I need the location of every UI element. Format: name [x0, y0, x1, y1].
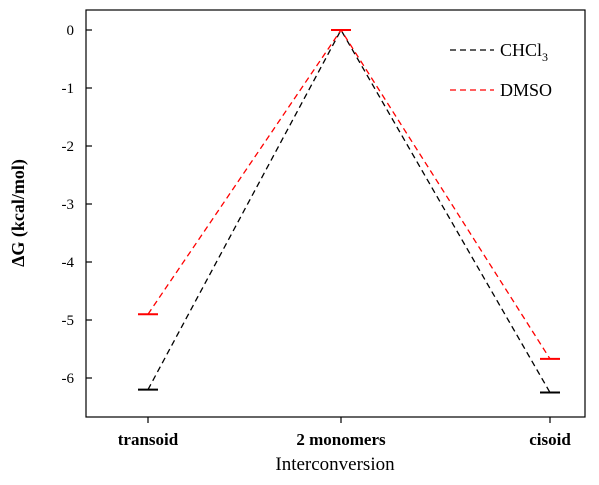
- x-axis-title: Interconversion: [275, 454, 395, 475]
- y-axis-title: ΔG (kcal/mol): [8, 159, 29, 267]
- series-line-chcl: [147, 28, 551, 393]
- y-tick-label: -6: [62, 371, 75, 387]
- legend: CHCl3 DMSO: [450, 40, 552, 100]
- y-tick-label: 0: [67, 23, 75, 39]
- y-tick-label: -2: [62, 139, 75, 155]
- x-tick-label: cisoid: [529, 430, 571, 449]
- x-axis: transoid 2 monomers cisoid: [118, 417, 571, 449]
- y-tick-label: -5: [62, 313, 75, 329]
- series-layer: [138, 28, 560, 394]
- x-tick-label: transoid: [118, 430, 179, 449]
- y-axis: 0 -1 -2 -3 -4 -5 -6: [62, 23, 92, 387]
- y-tick-label: -3: [62, 197, 75, 213]
- x-tick-label: 2 monomers: [296, 430, 386, 449]
- legend-label-dmso: DMSO: [500, 80, 552, 100]
- y-tick-label: -1: [62, 81, 75, 97]
- plot-frame: [85, 9, 586, 418]
- y-tick-label: -4: [62, 255, 75, 271]
- series-line-dmso: [147, 28, 551, 360]
- legend-label-chcl3-subscript: 3: [542, 50, 548, 64]
- legend-label-chcl3: CHCl3: [500, 40, 548, 64]
